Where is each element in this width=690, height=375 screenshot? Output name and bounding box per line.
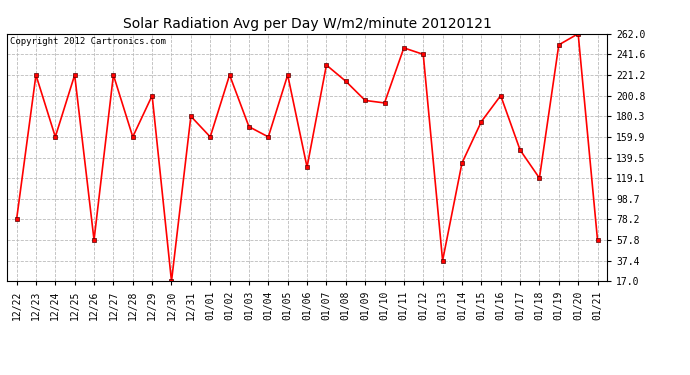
Title: Solar Radiation Avg per Day W/m2/minute 20120121: Solar Radiation Avg per Day W/m2/minute … [123, 17, 491, 31]
Text: Copyright 2012 Cartronics.com: Copyright 2012 Cartronics.com [10, 38, 166, 46]
